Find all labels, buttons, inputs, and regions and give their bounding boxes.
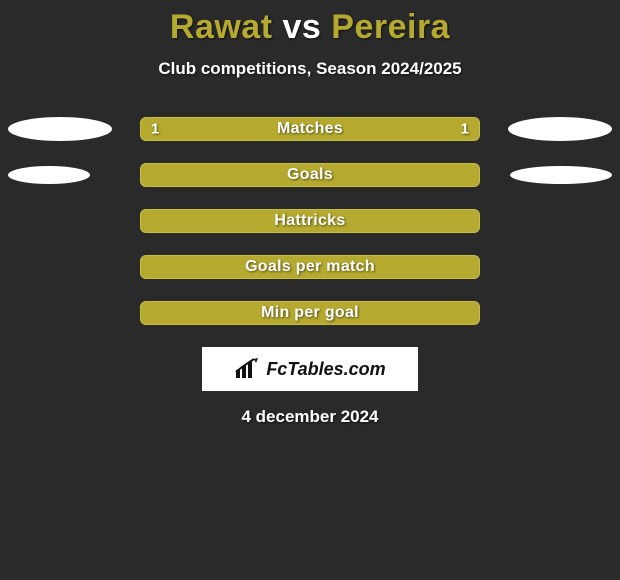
left-ellipse bbox=[8, 117, 112, 141]
stat-label: Matches bbox=[277, 120, 343, 138]
comparison-row: Hattricks bbox=[0, 209, 620, 233]
stat-bar: 1 Matches 1 bbox=[140, 117, 480, 141]
left-ellipse bbox=[8, 166, 90, 184]
stat-bar: Goals per match bbox=[140, 255, 480, 279]
right-ellipse bbox=[510, 166, 612, 184]
stat-bar: Min per goal bbox=[140, 301, 480, 325]
comparison-row: Goals bbox=[0, 163, 620, 187]
comparison-row: Goals per match bbox=[0, 255, 620, 279]
player-left-name: Rawat bbox=[170, 8, 273, 46]
stat-label: Min per goal bbox=[261, 304, 359, 322]
stat-label: Goals bbox=[287, 166, 333, 184]
footer-date: 4 december 2024 bbox=[0, 407, 620, 427]
brand-text: FcTables.com bbox=[266, 359, 385, 380]
page-title: Rawat vs Pereira bbox=[0, 0, 620, 47]
left-value: 1 bbox=[151, 121, 159, 138]
comparison-row: Min per goal bbox=[0, 301, 620, 325]
player-right-name: Pereira bbox=[331, 8, 450, 46]
right-value: 1 bbox=[461, 121, 469, 138]
stat-bar: Goals bbox=[140, 163, 480, 187]
right-ellipse bbox=[508, 117, 612, 141]
stat-bar: Hattricks bbox=[140, 209, 480, 233]
brand-box: FcTables.com bbox=[202, 347, 418, 391]
stat-label: Hattricks bbox=[274, 212, 345, 230]
brand-chart-icon bbox=[234, 358, 260, 380]
subtitle: Club competitions, Season 2024/2025 bbox=[0, 59, 620, 79]
comparison-rows: 1 Matches 1 Goals Hattricks Goals per match Mi… bbox=[0, 117, 620, 325]
comparison-row: 1 Matches 1 bbox=[0, 117, 620, 141]
stat-label: Goals per match bbox=[245, 258, 375, 276]
vs-separator: vs bbox=[282, 8, 321, 46]
